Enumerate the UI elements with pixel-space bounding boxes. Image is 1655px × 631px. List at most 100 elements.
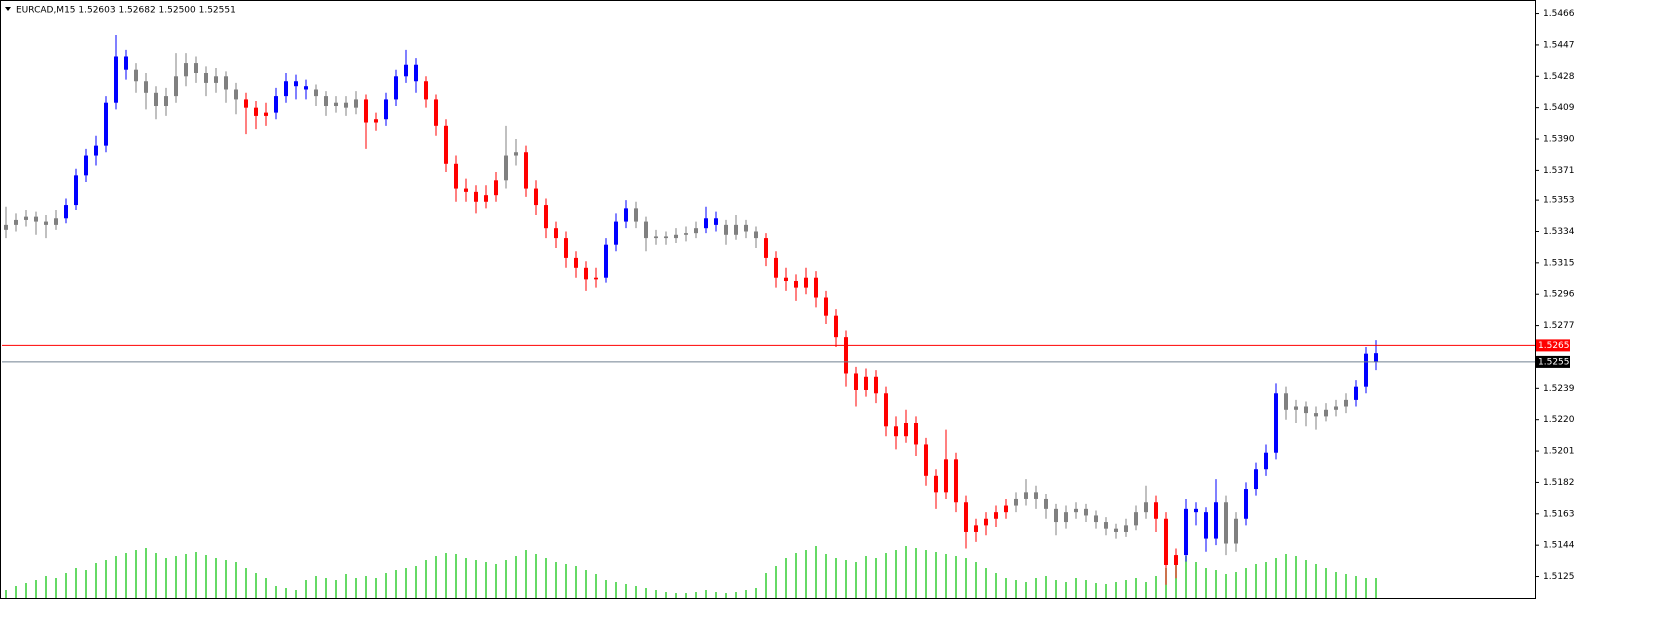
candle-body (194, 63, 198, 73)
candle-body (384, 99, 388, 120)
candle-body (344, 102, 348, 108)
candle-body (1034, 492, 1038, 499)
candle-body (584, 267, 588, 280)
candle-body (1044, 498, 1048, 509)
candle-body (684, 233, 688, 235)
candle-body (434, 99, 438, 126)
y-tick-label: 1.5182 (1543, 478, 1575, 488)
candle-body (1174, 555, 1178, 565)
candle-body (1054, 508, 1058, 523)
candle-body (1214, 502, 1218, 539)
candle-body (804, 277, 808, 288)
candle-body (1124, 525, 1128, 532)
candle-body (204, 72, 208, 83)
candle-body (1254, 469, 1258, 490)
candle-body (1294, 406, 1298, 410)
candle-body (544, 205, 548, 229)
candle-body (784, 277, 788, 282)
y-tick-label: 1.5409 (1543, 103, 1575, 113)
y-tick-label: 1.5447 (1543, 40, 1575, 50)
candle-body (214, 76, 218, 83)
candle-body (694, 228, 698, 234)
candle-body (624, 208, 628, 222)
candle-body (34, 216, 38, 222)
candle-body (1224, 502, 1228, 544)
candle-body (1084, 508, 1088, 516)
candle-body (1004, 505, 1008, 513)
candle-body (314, 89, 318, 97)
candle-body (534, 188, 538, 206)
candle-body (944, 459, 948, 493)
candle-body (264, 112, 268, 116)
y-tick-label: 1.5239 (1543, 384, 1575, 394)
ask-label-box (1536, 339, 1570, 352)
candle-body (184, 63, 188, 77)
y-tick-label: 1.5220 (1543, 415, 1575, 425)
plot-frame (0, 0, 1536, 599)
candle-body (1334, 406, 1338, 410)
candle-body (704, 218, 708, 229)
candle-body (674, 234, 678, 239)
ask-label: 1.5265 (1538, 341, 1570, 351)
candle-body (634, 208, 638, 222)
chart-header: EURCAD,M15 1.52603 1.52682 1.52500 1.525… (16, 6, 236, 16)
y-tick-label: 1.5277 (1543, 321, 1575, 331)
candle-body (1024, 492, 1028, 499)
candle-body (1014, 498, 1018, 506)
candle-body (294, 81, 298, 87)
candle-body (1314, 413, 1318, 417)
candle-body (914, 422, 918, 445)
candle-body (114, 56, 118, 103)
candle-body (1114, 528, 1118, 532)
candle-body (1364, 353, 1368, 387)
candle-body (1274, 393, 1278, 453)
candle-body (904, 422, 908, 437)
candle-body (464, 188, 468, 192)
candle-body (104, 102, 108, 146)
candle-body (724, 224, 728, 235)
candle-body (134, 69, 138, 82)
candle-body (1264, 452, 1268, 470)
candle-body (554, 228, 558, 239)
candle-body (424, 81, 428, 100)
candle-body (1164, 518, 1168, 565)
candle-body (1354, 386, 1358, 400)
candle-body (414, 64, 418, 82)
candle-body (484, 195, 488, 202)
candle-body (1324, 409, 1328, 417)
candle-body (744, 224, 748, 232)
candle-body (124, 56, 128, 70)
candle-body (1344, 399, 1348, 407)
candle-body (4, 224, 8, 230)
candle-body (964, 502, 968, 532)
candle-body (884, 393, 888, 427)
candle-body (224, 76, 228, 90)
y-tick-label: 1.5144 (1543, 541, 1575, 551)
candle-body (814, 277, 818, 298)
candle-body (164, 96, 168, 107)
bid-label-box (1536, 355, 1570, 368)
y-tick-label: 1.5163 (1543, 509, 1575, 519)
candle-body (864, 376, 868, 390)
candle-body (74, 175, 78, 206)
candle-body (644, 221, 648, 239)
candle-body (244, 99, 248, 108)
candle-body (654, 236, 658, 239)
candle-body (24, 216, 28, 220)
bid-label: 1.5255 (1538, 357, 1570, 367)
candle-body (574, 257, 578, 268)
header-arrow (5, 7, 11, 11)
candle-body (304, 86, 308, 90)
candle-body (1234, 518, 1238, 544)
candle-body (54, 218, 58, 225)
candle-body (594, 277, 598, 280)
y-tick-label: 1.5371 (1543, 166, 1575, 176)
candle-body (854, 373, 858, 390)
y-tick-label: 1.5334 (1543, 227, 1575, 237)
candle-body (764, 238, 768, 258)
candle-body (1144, 502, 1148, 513)
y-tick-label: 1.5125 (1543, 572, 1575, 582)
candle-body (364, 99, 368, 123)
y-tick-label: 1.5353 (1543, 196, 1575, 206)
